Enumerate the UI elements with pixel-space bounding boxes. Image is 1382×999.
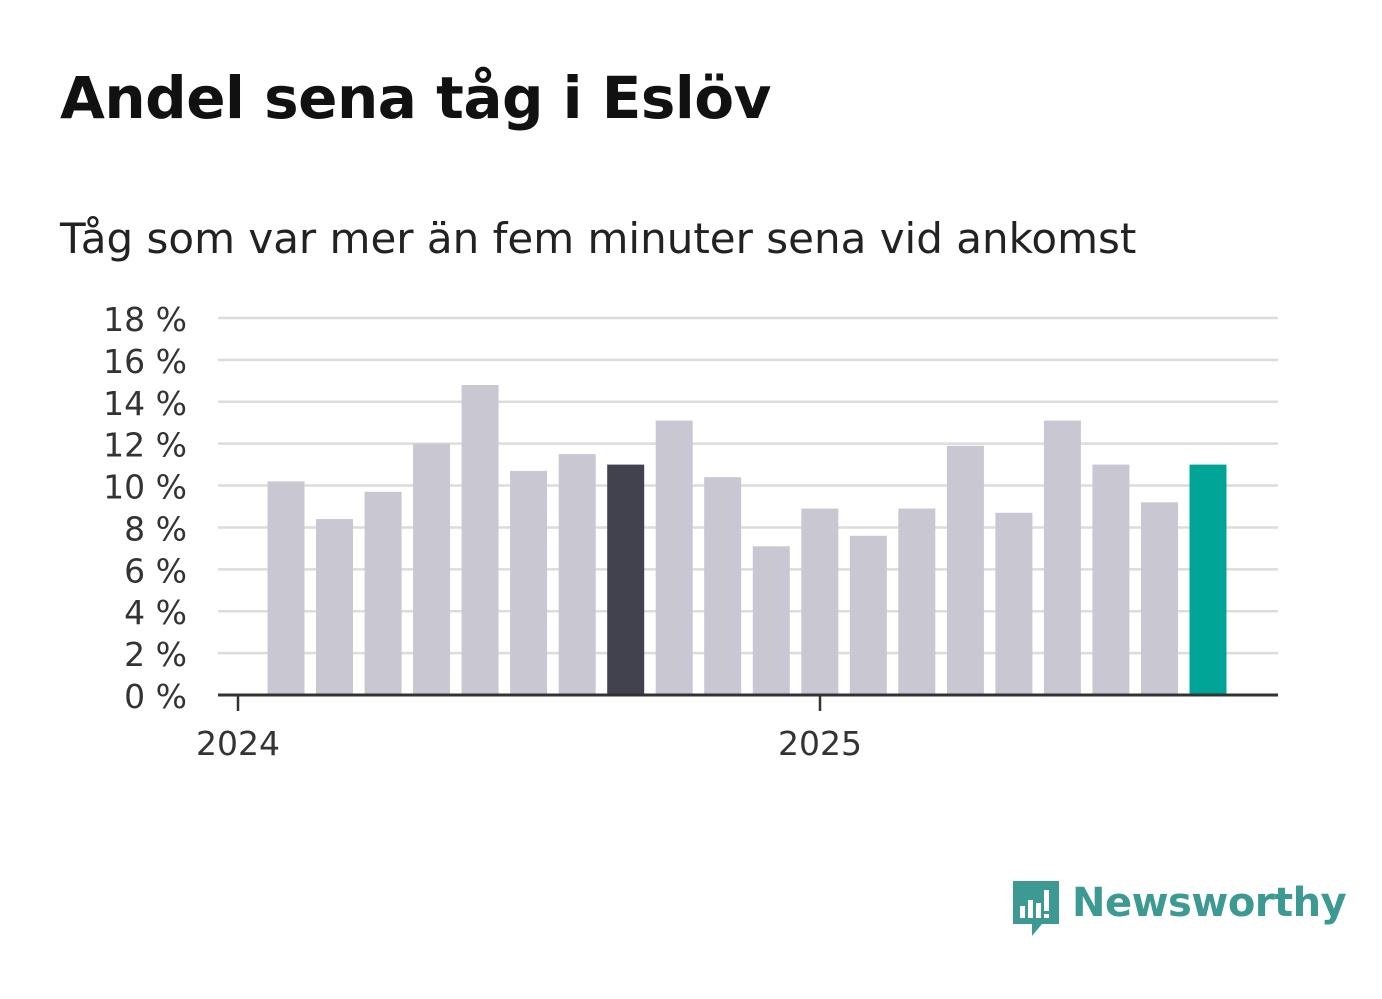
bar (946, 445, 984, 695)
chart-title: Andel sena tåg i Eslöv (60, 64, 771, 132)
y-tick-label: 8 % (124, 509, 187, 548)
bars (267, 385, 1227, 695)
y-tick-label: 16 % (103, 342, 187, 381)
brand-name: Newsworthy (1072, 880, 1347, 926)
bar (364, 491, 402, 695)
bar (558, 454, 596, 695)
bar (1043, 420, 1081, 695)
bar (752, 546, 790, 695)
axes: 0 %2 %4 %6 %8 %10 %12 %14 %16 %18 % 2024 2… (103, 300, 1278, 763)
bar (413, 443, 451, 695)
bar (267, 481, 305, 695)
bar (510, 470, 548, 695)
bar (607, 464, 645, 695)
x-tick-label: 2024 (196, 724, 280, 763)
y-tick-label: 6 % (124, 551, 187, 590)
y-tick-label: 2 % (124, 635, 187, 674)
bar (898, 508, 936, 695)
bar (1141, 502, 1178, 695)
bar (849, 535, 887, 695)
newsworthy-logo-icon (1013, 881, 1059, 936)
y-tick-label: 0 % (124, 677, 187, 716)
bar (655, 420, 693, 695)
x-tick-label: 2025 (778, 724, 862, 763)
bar (316, 519, 353, 695)
y-tick-label: 4 % (124, 593, 187, 632)
y-tick-label: 18 % (103, 300, 187, 339)
newsworthy-logo: Newsworthy (1010, 878, 1347, 940)
bar (1189, 464, 1227, 695)
bar (995, 512, 1033, 695)
chart-subtitle: Tåg som var mer än fem minuter sena vid … (60, 214, 1137, 263)
y-tick-label: 14 % (103, 384, 187, 423)
bar (1092, 464, 1130, 695)
y-tick-label: 12 % (103, 426, 187, 465)
bar (704, 477, 742, 695)
bar (801, 508, 839, 695)
bar (461, 385, 499, 695)
y-tick-label: 10 % (103, 468, 187, 507)
